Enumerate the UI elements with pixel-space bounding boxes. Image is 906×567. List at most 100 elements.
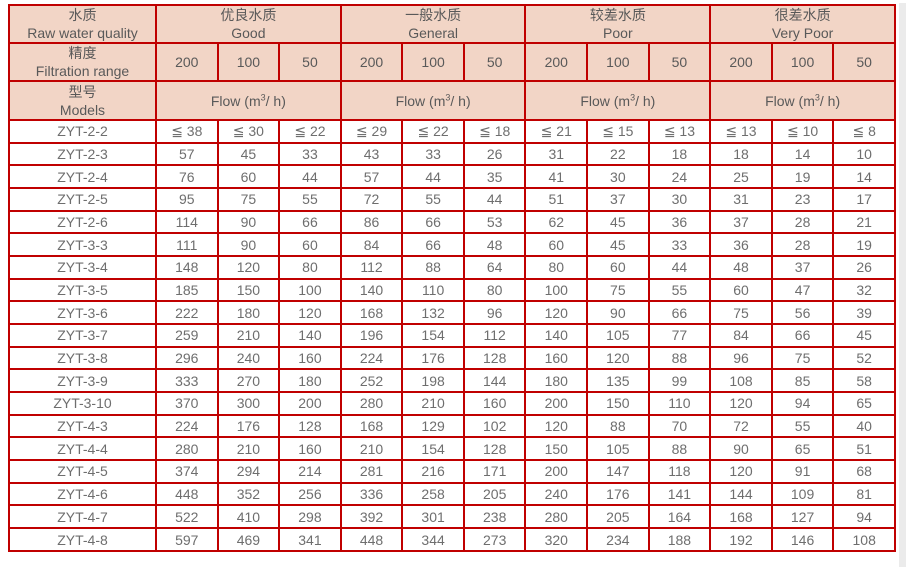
flow-value-cell: 298: [278, 504, 342, 530]
flow-value-cell: 70: [647, 413, 712, 439]
filtration-value-cell: 50: [832, 42, 896, 82]
flow-value-cell: 281: [339, 459, 404, 484]
flow-value-cell: ≦ 10: [770, 119, 835, 144]
flow-value-cell: 44: [647, 255, 712, 280]
flow-value-cell: 28: [770, 232, 835, 258]
filtration-value-cell: 100: [586, 42, 650, 82]
flow-value-cell: 164: [647, 504, 712, 530]
flow-value-cell: 94: [770, 391, 835, 416]
flow-value-cell: 176: [401, 345, 465, 371]
flow-value-cell: 135: [586, 368, 650, 394]
flow-value-cell: 132: [401, 300, 465, 326]
model-cell: ZYT-3-10: [8, 391, 157, 416]
flow-value-cell: 140: [524, 323, 589, 348]
flow-value-cell: 47: [770, 277, 835, 303]
flow-value-cell: 99: [647, 368, 712, 394]
flow-value-cell: 44: [278, 164, 342, 190]
flow-value-cell: 597: [155, 527, 219, 552]
flow-value-cell: 66: [401, 232, 465, 258]
flow-value-cell: 336: [339, 481, 404, 507]
flow-value-cell: 370: [155, 391, 219, 416]
flow-value-cell: 17: [832, 187, 896, 212]
flow-value-cell: 66: [770, 323, 835, 348]
flow-value-cell: ≦ 15: [586, 119, 650, 144]
model-cell: ZYT-3-5: [8, 277, 157, 303]
flow-value-cell: 147: [586, 459, 650, 484]
quality-header-row: 水质 Raw water quality 优良水质 Good 一般水质 Gene…: [8, 4, 896, 44]
flow-value-cell: 240: [216, 345, 281, 371]
filtration-value-cell: 200: [339, 42, 404, 82]
flow-value-cell: 144: [709, 481, 773, 507]
flow-value-cell: 52: [832, 345, 896, 371]
flow-value-cell: 64: [462, 255, 527, 280]
flow-value-cell: 31: [709, 187, 773, 212]
flow-value-cell: 120: [709, 459, 773, 484]
flow-value-cell: 105: [586, 323, 650, 348]
flow-value-cell: 216: [401, 459, 465, 484]
model-cell: ZYT-4-7: [8, 504, 157, 530]
flow-value-cell: 224: [339, 345, 404, 371]
flow-value-cell: 280: [339, 391, 404, 416]
flow-value-cell: 140: [278, 323, 342, 348]
flow-value-cell: 84: [709, 323, 773, 348]
flow-value-cell: 44: [462, 187, 527, 212]
flow-value-cell: 51: [832, 436, 896, 462]
flow-value-cell: 19: [832, 232, 896, 258]
flow-value-cell: 96: [709, 345, 773, 371]
page-right-edge: [899, 3, 906, 567]
flow-value-cell: 75: [709, 300, 773, 326]
flow-value-cell: 80: [524, 255, 589, 280]
flow-value-cell: 55: [770, 413, 835, 439]
flow-value-cell: 180: [524, 368, 589, 394]
model-cell: ZYT-2-5: [8, 187, 157, 212]
quality-good-label-en: Good: [231, 25, 266, 41]
flow-value-cell: 296: [155, 345, 219, 371]
flow-value-cell: 120: [216, 255, 281, 280]
table-row: ZYT-3-5 185 150 100 140 110 80 100 75 55 60 47 32: [8, 277, 896, 303]
model-cell: ZYT-2-6: [8, 209, 157, 235]
flow-value-cell: 352: [216, 481, 281, 507]
flow-value-cell: 10: [832, 141, 896, 167]
flow-value-cell: 65: [770, 436, 835, 462]
flow-value-cell: ≦ 38: [155, 119, 219, 144]
flow-value-cell: 198: [401, 368, 465, 394]
flow-value-cell: 294: [216, 459, 281, 484]
flow-value-cell: 176: [216, 413, 281, 439]
flow-value-cell: 110: [647, 391, 712, 416]
models-header: 型号 Models: [8, 80, 157, 121]
flow-value-cell: 108: [709, 368, 773, 394]
flow-value-cell: 252: [339, 368, 404, 394]
flow-value-cell: 301: [401, 504, 465, 530]
flow-value-cell: 53: [462, 209, 527, 235]
flow-value-cell: 32: [832, 277, 896, 303]
flow-unit-header: Flow (m3/ h): [155, 80, 342, 121]
flow-value-cell: 66: [647, 300, 712, 326]
table-row: ZYT-2-4 76 60 44 57 44 35 41 30 24 25 19 14: [8, 164, 896, 190]
flow-value-cell: ≦ 18: [462, 119, 527, 144]
flow-value-cell: 85: [770, 368, 835, 394]
raw-water-quality-label-en: Raw water quality: [27, 25, 138, 41]
flow-value-cell: 37: [586, 187, 650, 212]
quality-good-label-zh: 优良水质: [220, 7, 277, 23]
models-label-en: Models: [59, 101, 106, 118]
flow-unit-header: Flow (m3/ h): [339, 80, 527, 121]
flow-value-cell: 344: [401, 527, 465, 552]
flow-value-cell: 234: [586, 527, 650, 552]
flow-value-cell: 57: [339, 164, 404, 190]
flow-value-cell: 94: [832, 504, 896, 530]
raw-water-quality-label-zh: 水质: [68, 7, 97, 23]
flow-value-cell: 14: [770, 141, 835, 167]
flow-value-cell: 140: [339, 277, 404, 303]
flow-value-cell: 150: [524, 436, 589, 462]
flow-value-cell: 168: [339, 413, 404, 439]
flow-value-cell: 72: [709, 413, 773, 439]
flow-value-cell: 18: [709, 141, 773, 167]
model-cell: ZYT-3-8: [8, 345, 157, 371]
table-row: ZYT-3-9 333 270 180 252 198 144 180 135 99 108 85 58: [8, 368, 896, 394]
flow-value-cell: 205: [586, 504, 650, 530]
flow-value-cell: ≦ 29: [339, 119, 404, 144]
flow-value-cell: 60: [586, 255, 650, 280]
flow-value-cell: 86: [339, 209, 404, 235]
flow-value-cell: 129: [401, 413, 465, 439]
flow-value-cell: 95: [155, 187, 219, 212]
